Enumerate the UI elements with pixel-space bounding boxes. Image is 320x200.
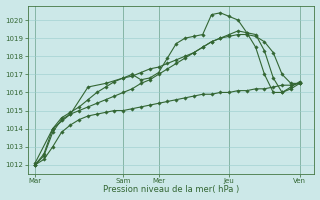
X-axis label: Pression niveau de la mer( hPa ): Pression niveau de la mer( hPa ) <box>103 185 239 194</box>
